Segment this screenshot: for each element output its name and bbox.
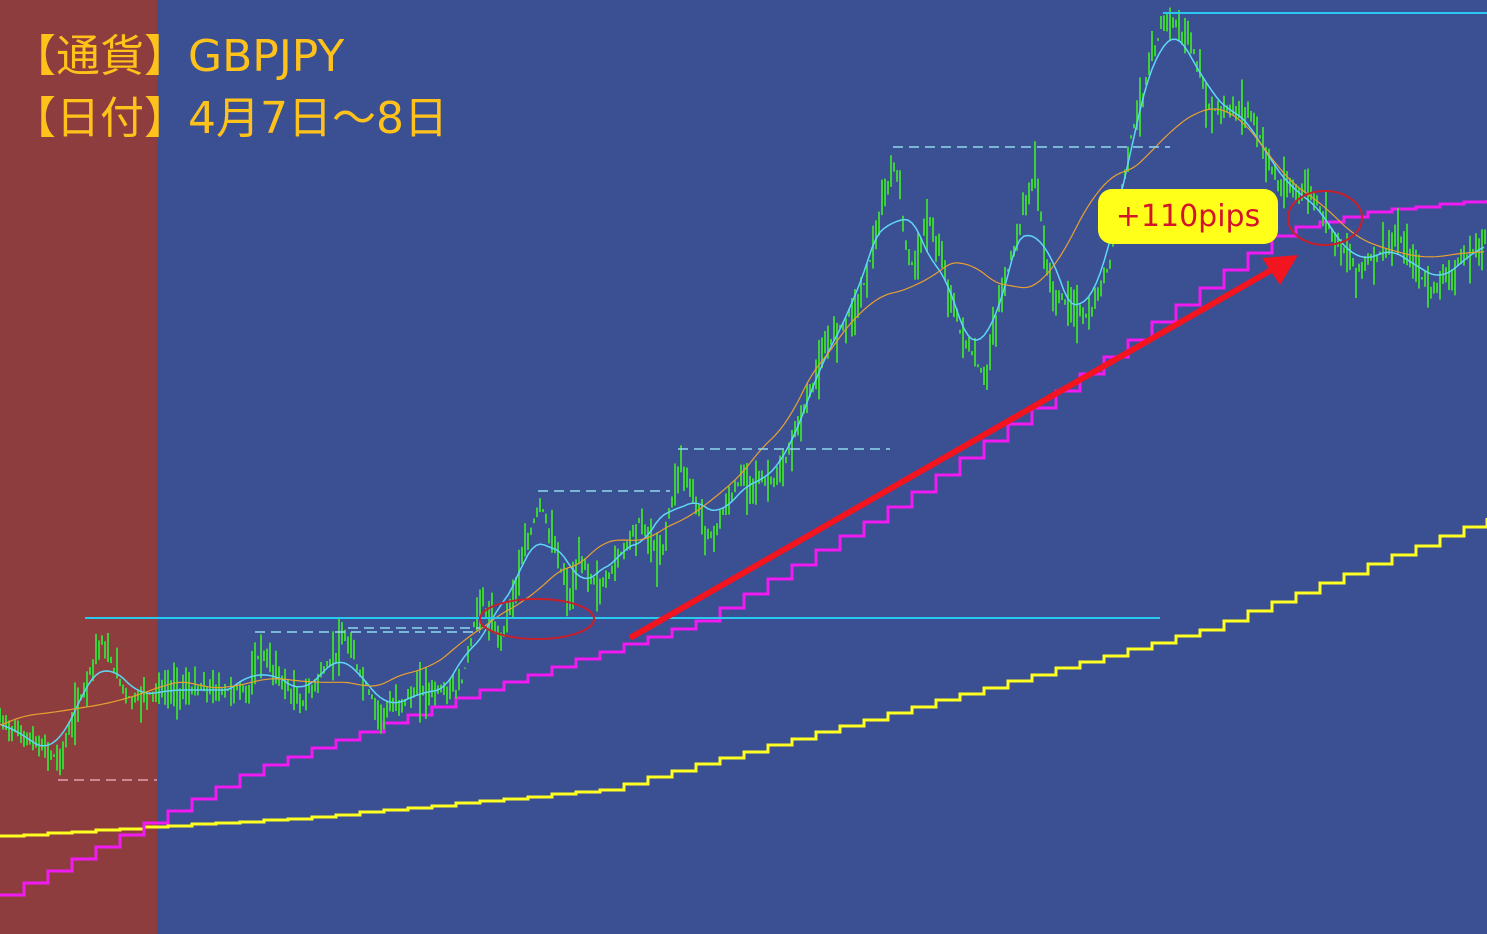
entry-circle: [479, 598, 595, 640]
indicator-layer: [0, 7, 1487, 897]
mid-ma-steps: [0, 200, 1487, 897]
currency-label: 【通貨】GBPJPY: [12, 31, 344, 82]
past-session-band: [0, 0, 157, 934]
date-label: 【日付】4月7日～8日: [12, 93, 448, 144]
trend-arrow: [628, 265, 1277, 641]
slow-ma: [0, 108, 1485, 726]
arrow-head: [1262, 255, 1298, 285]
exit-circle: [1287, 190, 1363, 246]
dashed-levels: [58, 146, 1170, 781]
long-ma-steps: [0, 518, 1487, 838]
pips-label: +110pips: [1116, 199, 1260, 234]
pips-badge: [1098, 189, 1278, 244]
fast-ma: [0, 38, 1485, 747]
